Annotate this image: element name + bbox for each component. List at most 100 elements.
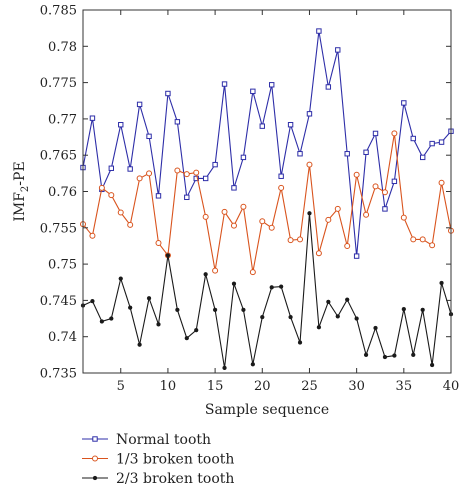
data-point: [108, 165, 115, 171]
x-tick-label: 40: [443, 379, 460, 394]
data-point: [231, 185, 237, 191]
data-point: [222, 365, 227, 371]
data-point: [297, 340, 303, 345]
data-point: [241, 307, 246, 312]
plot-area: [80, 28, 454, 371]
y-tick-label: 0.765: [40, 149, 77, 164]
data-point: [363, 211, 370, 218]
data-point: [156, 322, 161, 327]
data-point: [269, 285, 274, 290]
data-point: [127, 221, 134, 228]
data-point: [250, 88, 256, 95]
x-tick-label: 5: [117, 379, 125, 394]
data-point: [268, 224, 275, 231]
x-tick-label: 20: [254, 379, 271, 394]
data-point: [439, 280, 444, 286]
data-point: [240, 203, 247, 210]
data-point: [99, 319, 105, 324]
data-point: [344, 242, 351, 249]
data-point: [184, 336, 189, 341]
data-point: [325, 216, 332, 223]
data-point: [249, 269, 256, 276]
data-point: [118, 276, 123, 281]
data-point: [410, 135, 416, 142]
y-tick-label: 0.76: [48, 185, 77, 200]
data-point: [363, 352, 369, 358]
data-point: [410, 236, 417, 243]
data-point: [137, 342, 142, 347]
data-point: [381, 189, 388, 196]
data-point: [363, 149, 369, 155]
data-point: [193, 175, 199, 182]
axes: 0.735 0.74 0.745 0.75 0.755 0.76 0.765 0.77 0.77…: [40, 4, 459, 395]
data-point: [193, 169, 200, 176]
legend-marker: [92, 475, 98, 481]
data-point: [344, 151, 350, 157]
data-point: [419, 236, 426, 243]
data-point: [240, 154, 247, 161]
x-tick-label: 35: [396, 379, 413, 394]
data-point: [429, 362, 435, 368]
data-point: [401, 100, 407, 106]
data-point: [334, 205, 341, 212]
data-point: [221, 208, 228, 215]
data-point: [212, 161, 218, 168]
data-point: [231, 281, 237, 286]
data-point: [372, 183, 379, 190]
data-point: [326, 299, 331, 305]
data-point: [128, 305, 133, 310]
data-point: [118, 122, 124, 128]
data-point: [89, 115, 96, 121]
series-line: [82, 30, 452, 257]
data-point: [194, 328, 199, 333]
y-axis-title-subscript: 2: [20, 186, 31, 192]
data-point: [354, 316, 359, 321]
series-line: [82, 213, 452, 369]
data-point: [117, 209, 124, 216]
data-point: [108, 192, 115, 199]
data-point: [306, 111, 313, 117]
data-point: [429, 140, 435, 147]
legend-label: Normal tooth: [116, 432, 211, 448]
y-tick-label: 0.775: [40, 76, 77, 91]
data-point: [90, 298, 95, 304]
data-point: [315, 250, 322, 257]
data-point: [391, 178, 398, 185]
data-point: [202, 213, 209, 220]
y-tick-label: 0.755: [40, 221, 77, 236]
data-point: [335, 314, 340, 319]
data-point: [175, 307, 180, 312]
legend-label: 2/3 broken tooth: [116, 471, 234, 487]
data-point: [146, 170, 153, 177]
data-point: [400, 214, 407, 221]
legend-entry: 1/3 broken tooth: [82, 452, 234, 468]
data-point: [269, 82, 275, 88]
legend-entry: 2/3 broken tooth: [82, 471, 234, 487]
data-point: [230, 222, 237, 229]
legend: Normal tooth 1/3 broken tooth 2/3 broken t…: [82, 432, 234, 487]
y-axis-title-main: IMF: [12, 192, 28, 222]
data-point: [174, 167, 181, 174]
x-tick-label: 25: [301, 379, 318, 394]
data-point: [203, 272, 208, 277]
data-point: [438, 139, 445, 145]
data-point: [353, 253, 360, 259]
data-point: [183, 171, 190, 178]
data-point: [259, 218, 266, 225]
series-3: [80, 211, 454, 371]
data-point: [372, 130, 379, 137]
data-point: [373, 325, 378, 331]
data-point: [174, 119, 181, 125]
data-point: [184, 194, 190, 201]
data-point: [391, 130, 398, 137]
data-point: [401, 306, 406, 312]
x-tick-label: 10: [160, 379, 177, 394]
data-point: [419, 154, 426, 161]
y-tick-label: 0.735: [40, 367, 77, 382]
data-point: [165, 253, 171, 258]
x-tick-label: 15: [207, 379, 224, 394]
data-point: [89, 232, 96, 239]
data-point: [136, 175, 143, 182]
data-point: [278, 184, 285, 191]
data-point: [212, 267, 219, 274]
